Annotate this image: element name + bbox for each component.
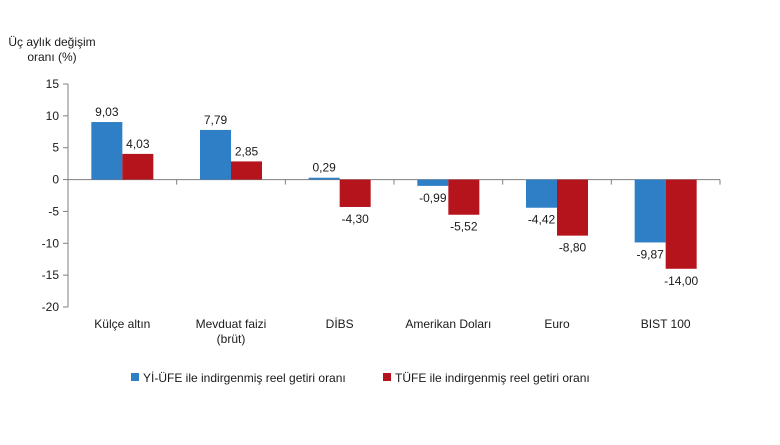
data-label: -8,80	[559, 241, 587, 255]
bar	[122, 153, 154, 180]
bar	[557, 179, 588, 236]
bar	[339, 179, 371, 207]
y-tick-label: 10	[46, 109, 60, 123]
bars	[91, 122, 697, 269]
bar	[200, 129, 231, 180]
data-label: 0,29	[312, 161, 336, 175]
y-tick-label: -15	[42, 268, 60, 282]
data-label: 9,03	[95, 105, 119, 119]
category-label: Mevduat faizi	[196, 317, 267, 331]
data-label: -9,87	[636, 247, 664, 261]
bar	[665, 179, 697, 269]
category-labels: Külçe altın Mevduat faizi(brüt) DİBS Amerik…	[94, 317, 691, 346]
legend: Yİ-ÜFE ile indirgenmiş reel getiri oranı…	[131, 371, 590, 385]
legend-label: TÜFE ile indirgenmiş reel getiri oranı	[395, 371, 590, 385]
category-label: (brüt)	[217, 332, 246, 346]
y-tick-label: -5	[48, 204, 59, 218]
y-tick-label: -10	[42, 236, 60, 250]
data-label: -4,30	[341, 212, 369, 226]
bar	[448, 179, 480, 215]
category-label: BIST 100	[641, 317, 691, 331]
data-label: -5,52	[450, 220, 478, 234]
bar	[634, 179, 666, 243]
data-label: -0,99	[419, 191, 447, 205]
y-axis-title-line: oranı (%)	[27, 50, 76, 64]
legend-label: Yİ-ÜFE ile indirgenmiş reel getiri oranı	[143, 371, 346, 385]
legend-swatch	[383, 373, 391, 381]
x-axis	[67, 179, 721, 185]
legend-swatch	[131, 373, 139, 381]
y-tick-label: 0	[52, 173, 59, 187]
category-label: Euro	[544, 317, 570, 331]
y-tick-label: -20	[42, 300, 60, 314]
data-label: 4,03	[126, 137, 150, 151]
category-label: Amerikan Doları	[405, 317, 491, 331]
data-labels: 9,03 7,79 0,29 -0,99 -4,42 -9,87 4,03 2,85 -4,30…	[95, 105, 698, 288]
bar	[417, 179, 449, 186]
bar	[526, 179, 557, 208]
data-label: -14,00	[664, 274, 698, 288]
y-axis-title-line: Üç aylık değişim	[8, 35, 95, 49]
category-label: DİBS	[326, 317, 354, 331]
y-axis: 15 10 5 0 -5 -10 -15 -20	[42, 77, 69, 314]
data-label: 7,79	[204, 113, 228, 127]
y-tick-label: 5	[52, 141, 59, 155]
bar	[231, 161, 262, 180]
y-tick-label: 15	[46, 77, 60, 91]
data-label: 2,85	[235, 144, 259, 158]
data-label: -4,42	[528, 213, 556, 227]
bar	[91, 122, 123, 180]
bar	[308, 177, 340, 180]
category-label: Külçe altın	[94, 317, 150, 331]
